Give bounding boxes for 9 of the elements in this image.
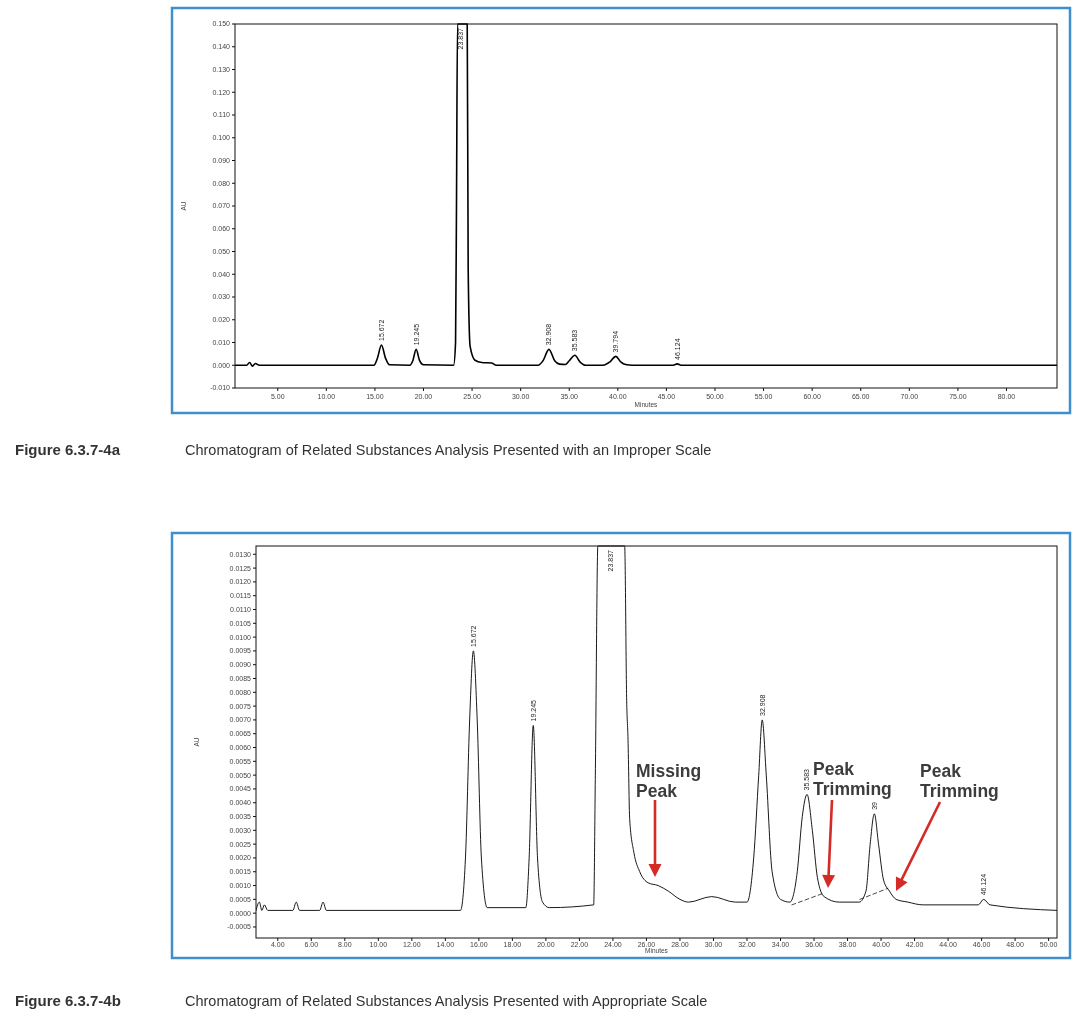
annotation: Peak Trimming [920, 761, 999, 801]
text: Chromatogram of Related Substances Analysis Presented with Appropriate Scale [185, 993, 708, 1009]
annotation: Peak Trimming [813, 759, 892, 799]
annotation: Missing Peak [636, 761, 702, 801]
line-series [256, 545, 1057, 911]
text: Chromatogram of Related Substances Analysis Presented with an Improper Scale [185, 442, 712, 458]
line-series [235, 23, 1057, 367]
caption: Figure 6.3.7-4b [15, 992, 121, 1009]
caption: Figure 6.3.7-4a [15, 441, 121, 458]
